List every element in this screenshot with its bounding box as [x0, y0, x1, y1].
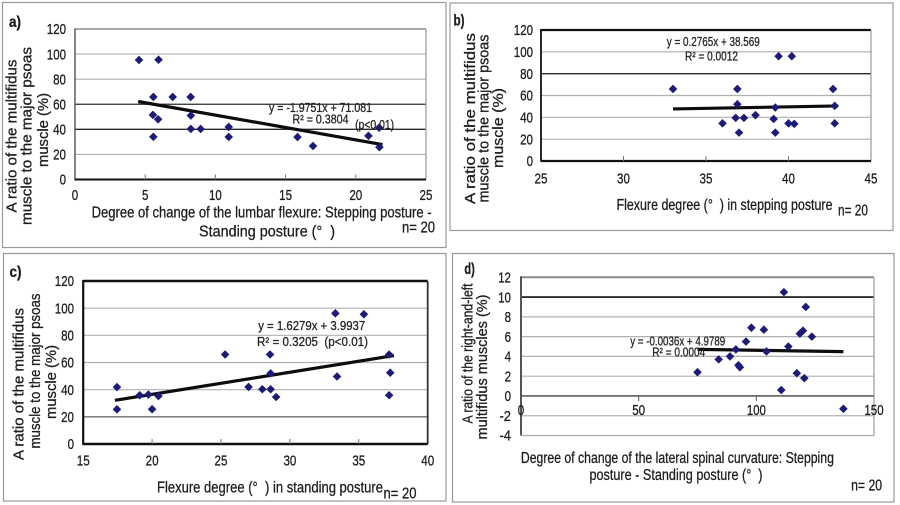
svg-text:muscle (%): muscle (%) — [490, 88, 507, 168]
svg-text:45: 45 — [865, 170, 878, 187]
svg-text:6: 6 — [505, 329, 511, 346]
svg-text:10: 10 — [209, 187, 222, 204]
svg-text:35: 35 — [700, 170, 713, 187]
svg-text:5: 5 — [142, 187, 148, 204]
svg-text:0: 0 — [72, 187, 78, 204]
svg-text:posture - Standing posture (°: posture - Standing posture (° ) — [590, 467, 763, 484]
svg-text:multifidus muscles (%): multifidus muscles (%) — [474, 294, 491, 439]
svg-text:muscle to the major psoas: muscle to the major psoas — [27, 294, 44, 449]
svg-text:40: 40 — [421, 453, 434, 470]
svg-text:80: 80 — [61, 328, 74, 345]
svg-text:12: 12 — [498, 270, 511, 287]
svg-text:8: 8 — [505, 309, 511, 326]
svg-text:30: 30 — [283, 453, 296, 470]
svg-text:35: 35 — [352, 453, 365, 470]
svg-text:120: 120 — [55, 273, 74, 290]
svg-text:20: 20 — [53, 147, 66, 164]
svg-text:y = -0.0036x + 4.9789: y = -0.0036x + 4.9789 — [630, 333, 725, 348]
svg-text:A ratio of the right-and-left: A ratio of the right-and-left — [459, 283, 476, 424]
svg-text:0: 0 — [505, 388, 511, 405]
svg-text:R² = 0.3205 (p<0.01): R² = 0.3205 (p<0.01) — [257, 334, 368, 349]
svg-text:100: 100 — [47, 46, 66, 63]
svg-text:A ratio of the multifidus: A ratio of the multifidus — [11, 308, 28, 460]
svg-text:0: 0 — [60, 172, 66, 189]
svg-text:R² = 0.3804: R² = 0.3804 — [293, 112, 349, 127]
svg-text:b): b) — [454, 13, 465, 30]
svg-text:60: 60 — [61, 355, 74, 372]
svg-text:n= 20: n= 20 — [402, 220, 435, 237]
svg-text:Standing posture (° ): Standing posture (° ) — [199, 223, 335, 240]
svg-text:100: 100 — [514, 44, 533, 61]
svg-text:0: 0 — [518, 402, 524, 419]
svg-text:40: 40 — [782, 170, 795, 187]
svg-text:100: 100 — [55, 300, 74, 317]
svg-text:120: 120 — [514, 22, 533, 39]
svg-text:100: 100 — [747, 402, 766, 419]
svg-text:-4: -4 — [500, 428, 512, 445]
svg-text:n= 20: n= 20 — [838, 203, 868, 220]
svg-text:a): a) — [9, 14, 21, 31]
svg-text:20: 20 — [146, 453, 159, 470]
svg-text:A ratio of the multifidus: A ratio of the multifidus — [462, 33, 479, 204]
svg-text:25: 25 — [420, 187, 433, 204]
svg-text:R² = 0.0012: R² = 0.0012 — [685, 48, 738, 63]
svg-text:25: 25 — [535, 170, 548, 187]
svg-text:Flexure degree (° ) in standi: Flexure degree (° ) in standing posture — [157, 479, 383, 496]
svg-text:80: 80 — [53, 71, 66, 88]
svg-text:muscle to the major psoas: muscle to the major psoas — [476, 34, 493, 202]
svg-text:Degree of change of the lumbar: Degree of change of the lumbar flexure: … — [92, 205, 432, 222]
svg-text:A ratio of the multifidus: A ratio of the multifidus — [4, 60, 21, 213]
svg-text:y = -1.9751x + 71.081: y = -1.9751x + 71.081 — [269, 100, 372, 115]
svg-text:80: 80 — [520, 66, 533, 83]
svg-text:20: 20 — [349, 187, 362, 204]
svg-text:4: 4 — [505, 349, 511, 366]
svg-text:60: 60 — [53, 96, 66, 113]
svg-text:n= 20: n= 20 — [384, 485, 417, 502]
svg-text:30: 30 — [617, 170, 630, 187]
svg-text:n= 20: n= 20 — [851, 478, 882, 495]
svg-text:50: 50 — [632, 402, 645, 419]
svg-text:20: 20 — [520, 131, 533, 148]
svg-text:15: 15 — [77, 453, 90, 470]
svg-text:0: 0 — [68, 436, 74, 453]
svg-text:2: 2 — [505, 368, 511, 385]
svg-text:60: 60 — [520, 88, 533, 105]
svg-text:150: 150 — [864, 402, 883, 419]
svg-text:d): d) — [464, 261, 475, 278]
svg-text:120: 120 — [47, 21, 66, 38]
svg-text:y = 1.6279x + 3.9937: y = 1.6279x + 3.9937 — [258, 318, 365, 333]
svg-text:40: 40 — [520, 110, 533, 127]
svg-text:c): c) — [10, 264, 22, 281]
svg-text:40: 40 — [61, 382, 74, 399]
svg-text:20: 20 — [61, 409, 74, 426]
svg-text:Degree of change of the latera: Degree of change of the lateral spinal c… — [521, 450, 834, 467]
svg-text:Flexure degree (° ) in steppi: Flexure degree (° ) in stepping posture — [617, 197, 833, 214]
svg-text:muscle (%): muscle (%) — [43, 345, 60, 419]
svg-text:(p<0.01): (p<0.01) — [355, 118, 394, 132]
svg-text:-2: -2 — [500, 408, 512, 425]
svg-text:y = 0.2765x + 38.569: y = 0.2765x + 38.569 — [667, 34, 760, 49]
svg-text:25: 25 — [215, 453, 228, 470]
svg-text:40: 40 — [53, 122, 66, 139]
svg-text:muscle (%): muscle (%) — [35, 93, 52, 167]
svg-text:10: 10 — [498, 289, 511, 306]
svg-text:15: 15 — [279, 187, 292, 204]
svg-text:R² = 0.0004: R² = 0.0004 — [652, 344, 705, 359]
svg-text:0: 0 — [527, 153, 533, 170]
svg-text:muscle to the major psoas: muscle to the major psoas — [19, 47, 36, 225]
